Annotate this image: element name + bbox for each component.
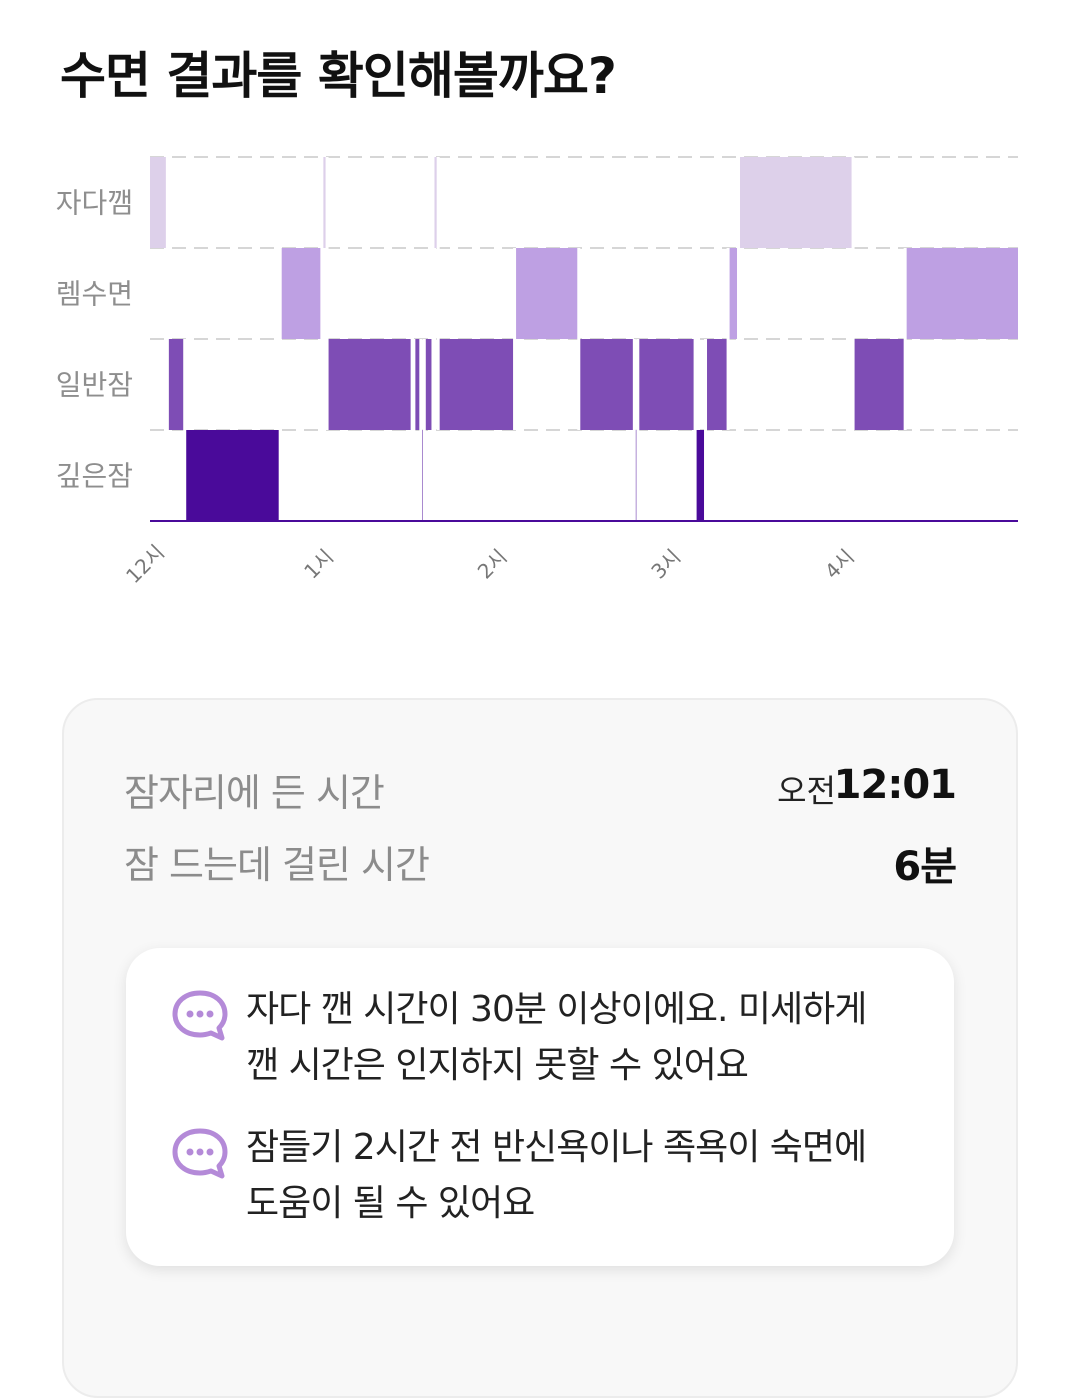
sleep-segment	[167, 339, 185, 430]
sleep-segment	[728, 248, 739, 339]
tips-box: 자다 깬 시간이 30분 이상이에요. 미세하게 깬 시간은 인지하지 못할 수…	[126, 948, 954, 1266]
sleep-segment	[905, 248, 1018, 339]
tip-line: 잠들기 2시간 전 반신욕이나 족욕이 숙면에	[246, 1127, 867, 1168]
tip-line: 자다 깬 시간이 30분 이상이에요. 미세하게	[246, 989, 867, 1030]
stage-label: 일반잠	[56, 369, 133, 402]
x-tick-label: 1시	[299, 545, 338, 584]
stage-label: 깊은잠	[56, 460, 133, 493]
sleep-segment	[321, 157, 328, 248]
x-tick-label: 3시	[646, 545, 685, 584]
stage-label: 렘수면	[56, 278, 133, 311]
sleep-segment	[424, 339, 433, 430]
x-tick-label: 4시	[820, 545, 859, 584]
sleep-segment	[578, 339, 635, 430]
tip-text: 잠들기 2시간 전 반신욕이나 족욕이 숙면에 도움이 될 수 있어요	[246, 1120, 914, 1232]
sleep-segment	[280, 248, 322, 339]
sleep-segment	[432, 157, 439, 248]
sleep-segment	[637, 339, 696, 430]
sleep-segment	[705, 339, 729, 430]
tip-line: 깬 시간은 인지하지 못할 수 있어요	[246, 1045, 749, 1086]
sleep-segment	[514, 248, 579, 339]
sleep-segment	[438, 339, 515, 430]
tip-text: 자다 깬 시간이 30분 이상이에요. 미세하게 깬 시간은 인지하지 못할 수…	[246, 982, 914, 1094]
sleep-segment	[634, 430, 638, 521]
sleep-segment	[420, 430, 425, 521]
bedtime-row: 잠자리에 든 시간 오전 12:01	[124, 762, 957, 822]
bedtime-ampm: 오전	[777, 772, 836, 810]
stage-label: 자다깸	[56, 187, 133, 220]
chat-bubble-icon	[172, 1128, 228, 1179]
chat-bubble-icon	[172, 990, 228, 1041]
sleep-segment	[327, 339, 413, 430]
sleep-segment	[738, 157, 854, 248]
sleep-segment	[413, 339, 421, 430]
sleep-latency-value: 6분	[893, 844, 957, 890]
sleep-segment	[184, 430, 281, 521]
bedtime-value: 12:01	[833, 762, 957, 808]
sleep-segment	[150, 157, 168, 248]
sleep-segment	[695, 430, 706, 521]
sleep-segment	[853, 339, 906, 430]
x-tick-label: 2시	[473, 545, 512, 584]
sleep-latency-label: 잠 드는데 걸린 시간	[124, 843, 430, 887]
sleep-summary-card: 잠자리에 든 시간 오전 12:01 잠 드는데 걸린 시간 6분 자다 깬 시…	[62, 698, 1018, 1398]
x-tick-label: 12시	[121, 540, 169, 588]
page-title: 수면 결과를 확인해볼까요?	[60, 47, 617, 105]
tip-line: 도움이 될 수 있어요	[246, 1183, 535, 1224]
sleep-latency-row: 잠 드는데 걸린 시간 6분	[124, 834, 957, 894]
bedtime-label: 잠자리에 든 시간	[124, 771, 385, 815]
